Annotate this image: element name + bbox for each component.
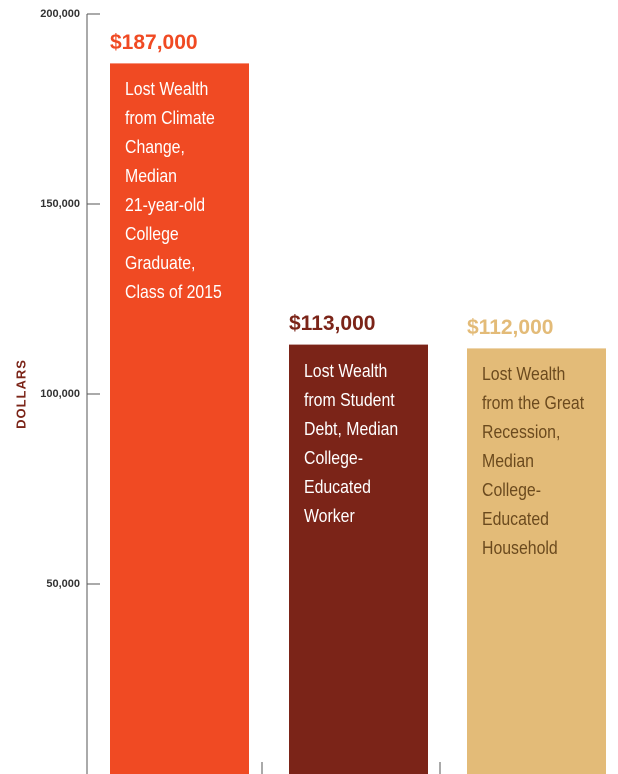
value-label: $187,000 <box>110 31 198 54</box>
y-tick-label: 100,000 <box>40 388 80 400</box>
bar <box>467 348 606 774</box>
value-label: $112,000 <box>467 316 553 339</box>
value-label: $113,000 <box>289 312 375 335</box>
bar <box>110 63 249 774</box>
y-tick-label: 200,000 <box>40 8 80 20</box>
y-tick-label: 50,000 <box>46 578 80 590</box>
y-axis-label: DOLLARS <box>13 359 28 429</box>
category-label: Lost Wealth from Climate Change, Median … <box>125 79 222 303</box>
category-label: Lost Wealth from the Great Recession, Me… <box>482 364 585 559</box>
category-label: Lost Wealth from Student Debt, Median Co… <box>304 360 399 526</box>
y-tick-label: 150,000 <box>40 198 80 210</box>
bar <box>289 344 428 774</box>
